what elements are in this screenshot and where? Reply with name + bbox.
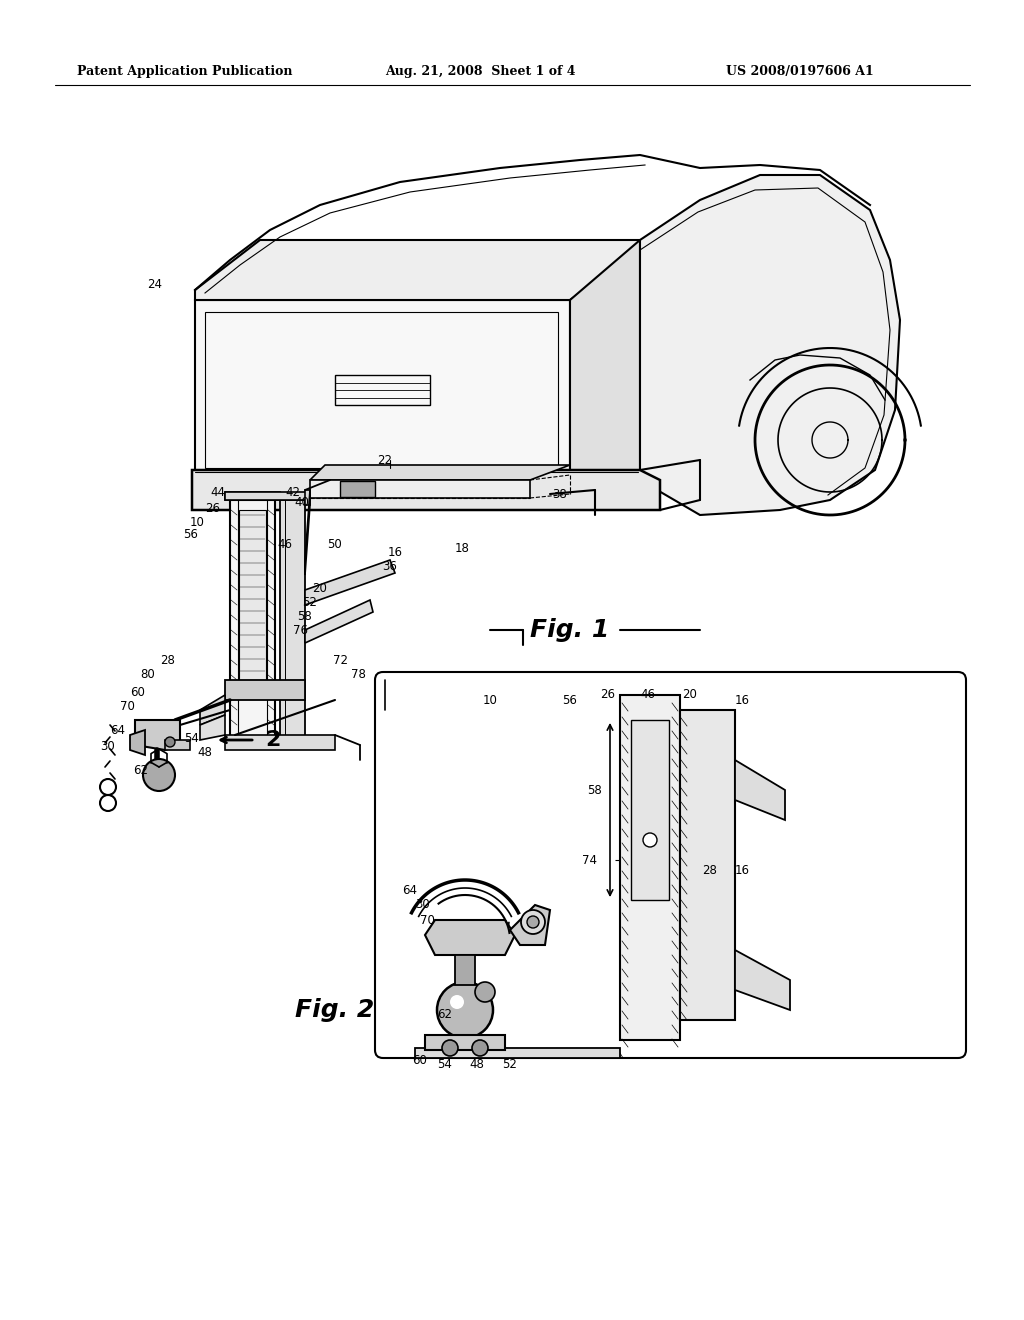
Text: 26: 26 (600, 689, 615, 701)
Polygon shape (165, 741, 190, 750)
Polygon shape (225, 492, 308, 500)
Text: 52: 52 (503, 1059, 517, 1072)
Text: 60: 60 (413, 1053, 427, 1067)
Polygon shape (310, 465, 570, 480)
Polygon shape (130, 730, 145, 755)
Text: 18: 18 (455, 541, 469, 554)
Text: 48: 48 (470, 1059, 484, 1072)
Text: 56: 56 (183, 528, 198, 540)
Text: Fig. 2: Fig. 2 (295, 998, 374, 1022)
Polygon shape (195, 300, 570, 480)
Text: 16: 16 (734, 863, 750, 876)
Polygon shape (310, 480, 530, 498)
Text: 78: 78 (350, 668, 366, 681)
Text: 42: 42 (286, 487, 300, 499)
Circle shape (437, 982, 493, 1038)
Polygon shape (631, 719, 669, 900)
Text: 40: 40 (295, 495, 309, 508)
Text: 22: 22 (378, 454, 392, 466)
Text: 38: 38 (553, 488, 567, 502)
Text: 74: 74 (582, 854, 597, 866)
Text: 10: 10 (482, 693, 498, 706)
Polygon shape (455, 954, 475, 985)
Text: 54: 54 (184, 731, 200, 744)
Text: 30: 30 (100, 739, 115, 752)
Circle shape (442, 1040, 458, 1056)
Polygon shape (280, 500, 305, 741)
Text: 62: 62 (437, 1008, 453, 1022)
Polygon shape (425, 920, 515, 954)
Polygon shape (193, 470, 660, 510)
Circle shape (521, 909, 545, 935)
Text: 24: 24 (147, 279, 162, 292)
Polygon shape (230, 500, 275, 741)
Text: 54: 54 (437, 1059, 453, 1072)
Text: 60: 60 (130, 685, 145, 698)
Polygon shape (735, 760, 785, 820)
Polygon shape (305, 560, 395, 605)
Text: 64: 64 (110, 723, 125, 737)
Polygon shape (620, 696, 680, 1040)
Text: US 2008/0197606 A1: US 2008/0197606 A1 (726, 66, 873, 78)
Polygon shape (135, 719, 180, 750)
Polygon shape (305, 490, 310, 506)
Polygon shape (225, 680, 305, 700)
Text: Fig. 1: Fig. 1 (530, 618, 609, 642)
Text: 58: 58 (588, 784, 602, 796)
Text: 56: 56 (562, 693, 578, 706)
Text: 70: 70 (420, 913, 435, 927)
Polygon shape (640, 176, 900, 515)
Polygon shape (415, 1048, 620, 1059)
Text: 64: 64 (402, 883, 418, 896)
Text: 46: 46 (278, 539, 293, 552)
Polygon shape (225, 492, 280, 500)
Text: 20: 20 (312, 582, 328, 594)
Polygon shape (305, 490, 310, 576)
FancyBboxPatch shape (375, 672, 966, 1059)
Circle shape (643, 833, 657, 847)
Polygon shape (340, 480, 375, 498)
Text: 80: 80 (140, 668, 155, 681)
Text: 26: 26 (205, 502, 220, 515)
Text: 52: 52 (302, 595, 317, 609)
Text: 44: 44 (210, 487, 225, 499)
Polygon shape (195, 240, 640, 300)
Text: Patent Application Publication: Patent Application Publication (77, 66, 293, 78)
Polygon shape (425, 1035, 505, 1049)
Text: 76: 76 (293, 623, 307, 636)
Polygon shape (200, 696, 225, 725)
Text: 28: 28 (160, 653, 175, 667)
Text: 16: 16 (387, 546, 402, 560)
Polygon shape (239, 510, 266, 680)
Text: 72: 72 (333, 653, 347, 667)
Text: 10: 10 (190, 516, 205, 528)
Circle shape (527, 916, 539, 928)
Text: 20: 20 (683, 689, 697, 701)
Text: 30: 30 (416, 899, 430, 912)
Text: 16: 16 (734, 693, 750, 706)
Polygon shape (305, 601, 373, 643)
Text: 36: 36 (383, 560, 397, 573)
Circle shape (143, 759, 175, 791)
Text: 28: 28 (702, 863, 718, 876)
Text: 46: 46 (640, 689, 655, 701)
Circle shape (475, 982, 495, 1002)
Circle shape (472, 1040, 488, 1056)
Text: 48: 48 (198, 746, 212, 759)
Polygon shape (735, 950, 790, 1010)
Text: 50: 50 (328, 539, 342, 552)
Text: 62: 62 (133, 763, 148, 776)
Circle shape (450, 995, 464, 1008)
Text: 58: 58 (298, 610, 312, 623)
Circle shape (165, 737, 175, 747)
Polygon shape (680, 710, 735, 1020)
Polygon shape (200, 715, 225, 741)
Text: 70: 70 (120, 700, 135, 713)
Polygon shape (510, 906, 550, 945)
Polygon shape (225, 735, 335, 750)
Polygon shape (570, 240, 640, 480)
Text: Aug. 21, 2008  Sheet 1 of 4: Aug. 21, 2008 Sheet 1 of 4 (385, 66, 575, 78)
Text: 2: 2 (265, 730, 281, 750)
